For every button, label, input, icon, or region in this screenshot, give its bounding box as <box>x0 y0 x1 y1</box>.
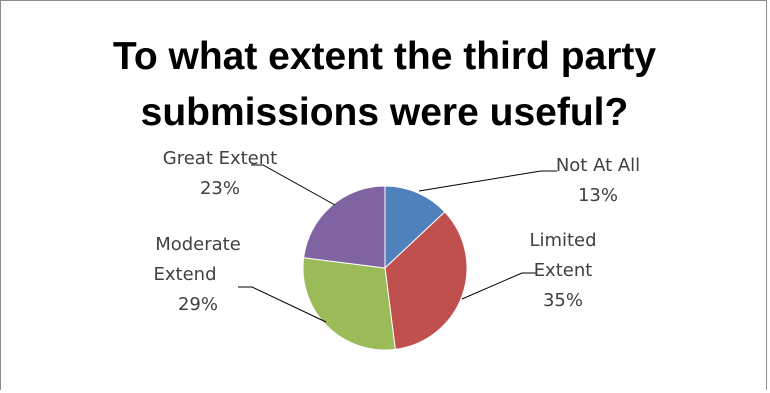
label-great-extent-pct: 23% <box>200 178 240 199</box>
pie-slice-moderate-extend <box>302 257 396 351</box>
leader-moderate-extend <box>238 286 327 323</box>
label-limited-extent-name-2: Extent <box>534 260 593 281</box>
label-moderate-extend-pct: 29% <box>178 294 218 315</box>
label-moderate-extend-name-2: Extend <box>154 264 217 285</box>
label-not-at-all-pct: 13% <box>578 185 618 206</box>
pie-slice-limited-extent <box>384 211 468 350</box>
chart-title-line-2: submissions were useful? <box>140 91 629 134</box>
pie-slice-great-extent <box>303 185 386 269</box>
chart-title: To what extent the third party submissio… <box>1 29 768 141</box>
leader-not-at-all <box>418 170 557 192</box>
label-great-extent-name: Great Extent <box>163 148 277 169</box>
label-limited-extent-name-1: Limited <box>529 230 596 251</box>
label-not-at-all-name: Not At All <box>556 155 640 176</box>
label-limited-extent-pct: 35% <box>543 290 583 311</box>
chart-title-line-1: To what extent the third party <box>112 35 657 78</box>
leader-limited-extent <box>461 272 536 300</box>
label-moderate-extend-name-1: Moderate <box>155 234 241 255</box>
pie-slice-not-at-all <box>384 185 446 270</box>
leader-great-extent <box>251 164 336 206</box>
